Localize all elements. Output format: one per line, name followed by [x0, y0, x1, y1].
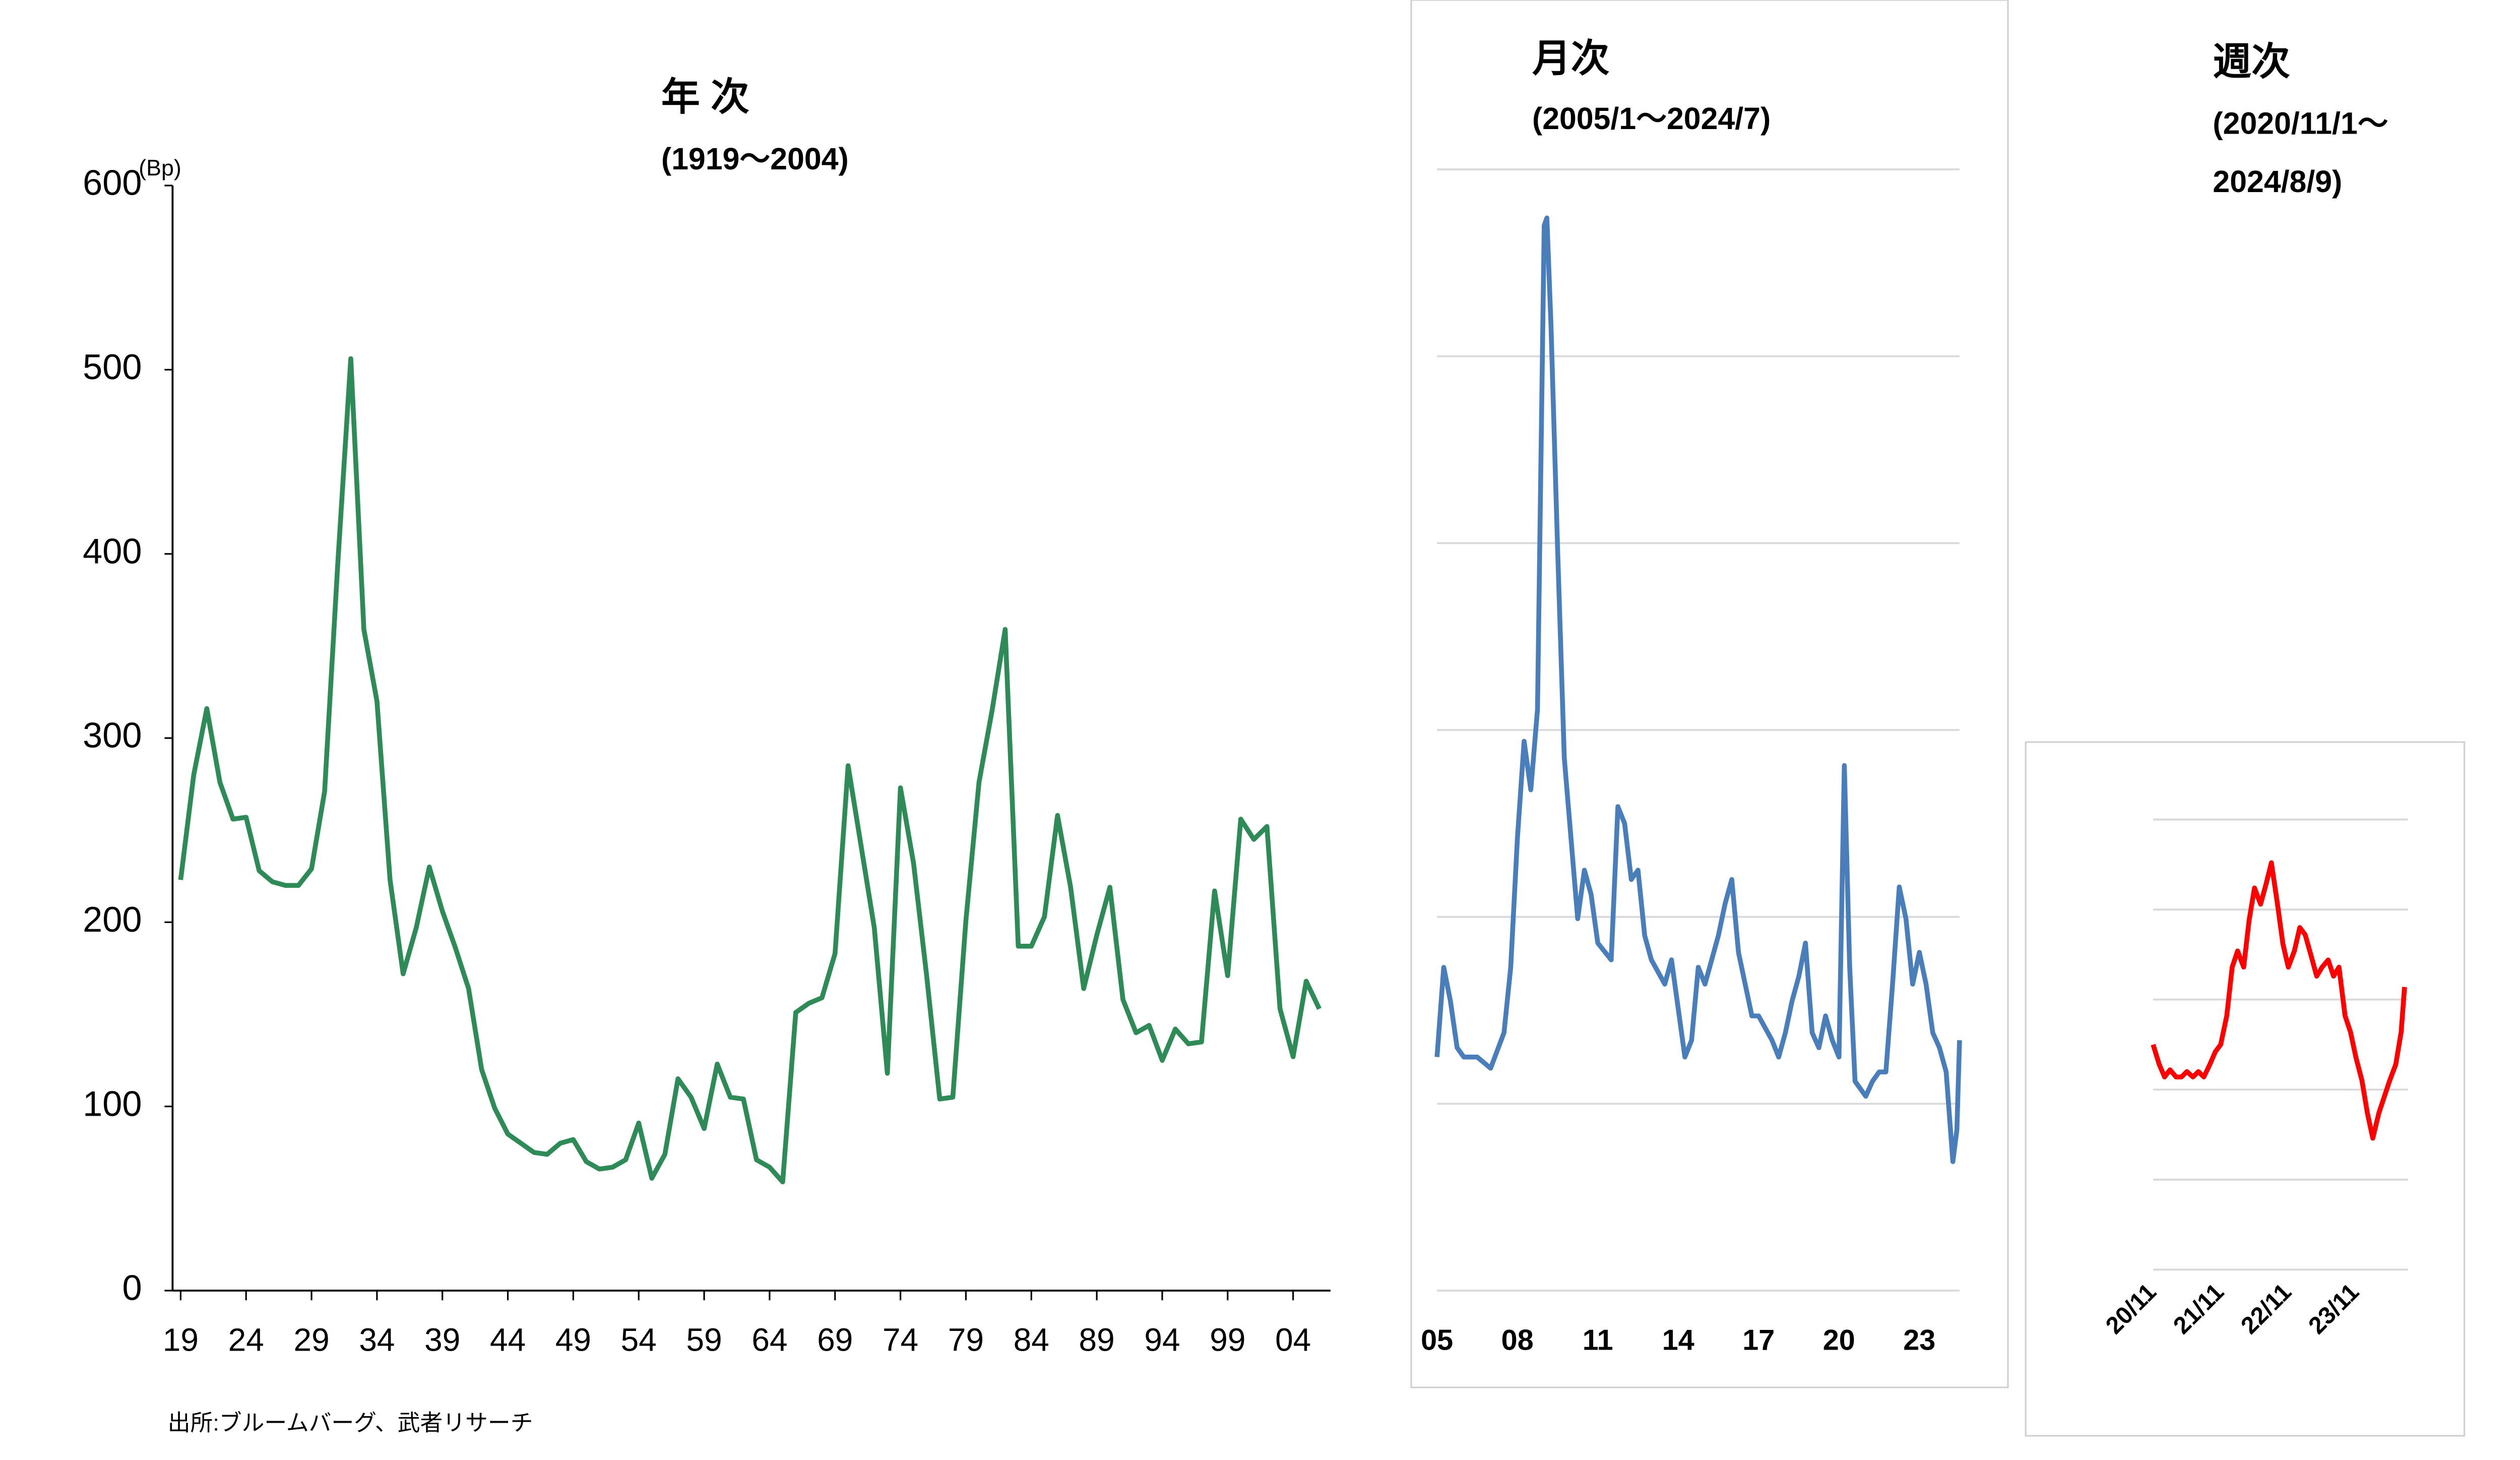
y-tick-label: 0	[122, 1268, 142, 1308]
x-tick-label: 84	[1014, 1321, 1049, 1358]
x-tick-label: 34	[359, 1321, 395, 1358]
x-tick-label: 99	[1210, 1321, 1245, 1358]
frame	[1410, 0, 2009, 1388]
data-line	[178, 356, 1321, 1185]
x-tick-label: 24	[228, 1321, 264, 1358]
y-tick-label: 200	[83, 899, 142, 939]
x-tick-label: 22/11	[2236, 1279, 2297, 1340]
data-line	[2151, 860, 2407, 1141]
y-tick-label: 500	[83, 347, 142, 387]
x-tick-label: 79	[948, 1321, 984, 1358]
chart-subtitle: 2024/8/9)	[2213, 164, 2342, 199]
x-tick-label: 20	[1823, 1324, 1855, 1357]
y-tick-label: 300	[83, 715, 142, 755]
y-unit: (Bp)	[139, 155, 181, 180]
data-line	[1434, 215, 1962, 1165]
x-tick-label: 39	[424, 1321, 460, 1358]
x-tick-label: 54	[621, 1321, 657, 1358]
x-tick-label: 23/11	[2304, 1279, 2365, 1340]
x-tick-label: 19	[163, 1321, 199, 1358]
x-tick-label: 89	[1079, 1321, 1115, 1358]
x-tick-label: 29	[293, 1321, 329, 1358]
x-tick-label: 08	[1501, 1324, 1534, 1357]
x-tick-label: 20/11	[2101, 1279, 2162, 1340]
source: 出所:ブルームバーグ、武者リサーチ	[168, 1410, 533, 1435]
y-tick-label: 600	[83, 163, 142, 203]
y-tick-label: 400	[83, 531, 142, 571]
chart-title: 週次	[2213, 40, 2290, 83]
x-tick-label: 17	[1742, 1324, 1775, 1357]
chart-subtitle: (1919～2004)	[661, 142, 849, 176]
chart-subtitle: (2020/11/1～	[2213, 106, 2388, 141]
x-tick-label: 11	[1583, 1324, 1613, 1357]
x-tick-label: 69	[817, 1321, 853, 1358]
chart-title: 年 次	[661, 76, 749, 119]
x-tick-label: 94	[1144, 1321, 1180, 1358]
frame	[2025, 741, 2466, 1437]
y-tick-label: 100	[83, 1083, 142, 1123]
x-tick-label: 74	[883, 1321, 918, 1358]
x-tick-label: 21/11	[2168, 1279, 2229, 1340]
x-tick-label: 59	[686, 1321, 722, 1358]
x-tick-label: 23	[1903, 1324, 1935, 1357]
x-tick-label: 44	[490, 1321, 526, 1358]
x-tick-label: 64	[751, 1321, 787, 1358]
chart-title: 月次	[1532, 37, 1610, 80]
x-tick-label: 05	[1421, 1324, 1453, 1357]
chart-subtitle: (2005/1～2024/7)	[1532, 101, 1771, 136]
x-tick-label: 14	[1662, 1324, 1694, 1357]
x-tick-label: 04	[1275, 1321, 1311, 1358]
x-tick-label: 49	[555, 1321, 591, 1358]
